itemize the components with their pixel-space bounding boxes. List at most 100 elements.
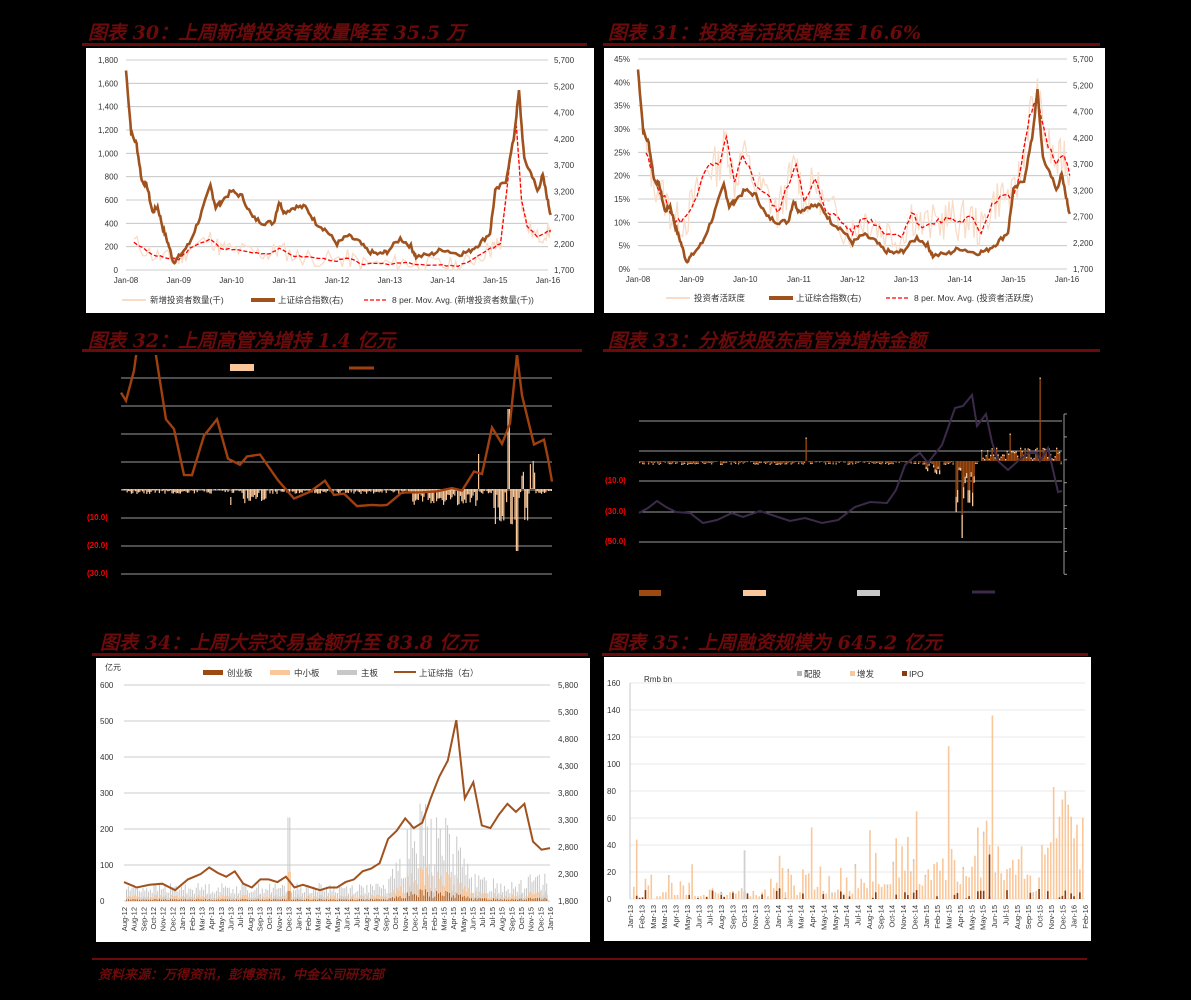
chart30-legend-index: 上证综合指数(右) [278, 295, 343, 305]
svg-text:45%: 45% [614, 55, 630, 64]
svg-text:0: 0 [607, 895, 612, 904]
svg-text:Jul-13: Jul-13 [706, 905, 715, 925]
svg-text:2,300: 2,300 [558, 870, 579, 879]
svg-text:5,700: 5,700 [554, 56, 575, 65]
chart35-legend-rights: 配股 [804, 669, 822, 679]
svg-text:Feb-13: Feb-13 [637, 905, 646, 929]
svg-text:3,200: 3,200 [1073, 186, 1094, 195]
svg-text:0: 0 [100, 897, 105, 906]
svg-text:300: 300 [100, 789, 114, 798]
svg-text:3,800: 3,800 [558, 789, 579, 798]
svg-text:Jan-08: Jan-08 [114, 276, 139, 285]
svg-text:Oct-15: Oct-15 [517, 907, 526, 930]
svg-text:Dec-15: Dec-15 [536, 907, 545, 931]
chart30-legend: 新增投资者数量(千) 上证综合指数(右) 8 per. Mov. Avg. (新… [122, 295, 534, 305]
svg-text:Nov-15: Nov-15 [1047, 905, 1056, 929]
svg-text:5%: 5% [618, 242, 630, 251]
svg-text:Jan-14: Jan-14 [948, 275, 973, 284]
svg-text:Feb-14: Feb-14 [304, 907, 313, 931]
svg-text:Dec-14: Dec-14 [910, 905, 919, 929]
svg-text:100: 100 [607, 760, 621, 769]
svg-text:Jun-14: Jun-14 [343, 907, 352, 930]
chart31-legend-activity: 投资者活跃度 [694, 293, 746, 303]
chart31-title: 图表 31：投资者活跃度降至 16.6% [608, 22, 921, 44]
svg-text:May-13: May-13 [683, 905, 692, 930]
svg-text:May-15: May-15 [979, 905, 988, 930]
svg-text:200: 200 [100, 825, 114, 834]
chart32-title-rule [82, 349, 582, 352]
svg-text:1,000: 1,000 [98, 149, 119, 158]
svg-text:2,200: 2,200 [1073, 239, 1094, 248]
svg-text:Apr-15: Apr-15 [449, 907, 458, 930]
svg-text:May-13: May-13 [217, 907, 226, 932]
svg-text:May-15: May-15 [967, 905, 976, 930]
svg-text:Jan-13: Jan-13 [626, 905, 635, 928]
chart34-title-rule [92, 653, 588, 656]
chart34-legend: 创业板 中小板 主板 上证综指（右） [203, 668, 479, 678]
svg-text:Jun-14: Jun-14 [842, 905, 851, 928]
svg-text:Jan-15: Jan-15 [420, 907, 429, 930]
chart32-ytick-neg20: (20.0) [87, 541, 108, 550]
svg-text:Mar-13: Mar-13 [197, 907, 206, 931]
chart35-legend: 配股 增发 IPO [797, 669, 924, 679]
chart33-legend-swatch-2 [743, 590, 766, 596]
svg-text:Jun-13: Jun-13 [694, 905, 703, 928]
chart32-index-line [119, 326, 554, 508]
svg-text:140: 140 [607, 706, 621, 715]
svg-text:400: 400 [105, 219, 119, 228]
svg-text:Mar-15: Mar-15 [440, 907, 449, 931]
svg-text:4,200: 4,200 [1073, 134, 1094, 143]
svg-text:Aug-14: Aug-14 [372, 907, 381, 931]
chart34-axis-labels: 600 500 400 300 200 100 0 5,800 5,300 4,800 4,300 3… [100, 681, 579, 906]
svg-text:Mar-13: Mar-13 [649, 905, 658, 929]
svg-text:Mar-13: Mar-13 [660, 905, 669, 929]
chart33-ytick-neg50: (50.0) [605, 537, 626, 546]
svg-text:Dec-13: Dec-13 [763, 905, 772, 929]
chart33-index-line [638, 392, 1063, 525]
chart35-svg: Rmb bn 配股 增发 IPO 160 140 120 100 80 60 40 20 0 J… [607, 669, 1090, 930]
svg-text:Nov-14: Nov-14 [401, 907, 410, 931]
chart35-legend-ipo: IPO [909, 669, 924, 679]
svg-text:Aug-14: Aug-14 [362, 907, 371, 931]
chart32-panel: (10.0) (20.0) (30.0) [82, 326, 582, 600]
svg-text:Jun-15: Jun-15 [990, 905, 999, 928]
svg-text:200: 200 [105, 243, 119, 252]
svg-text:Feb-15: Feb-15 [430, 907, 439, 931]
svg-text:120: 120 [607, 733, 621, 742]
svg-text:5,200: 5,200 [554, 82, 575, 91]
svg-text:Dec-13: Dec-13 [285, 907, 294, 931]
chart30-title: 图表 30：上周新增投资者数量降至 35.5 万 [88, 22, 466, 44]
chart30-legend-ma: 8 per. Mov. Avg. (新增投资者数量(千)) [392, 295, 534, 305]
svg-text:Jul-14: Jul-14 [854, 905, 863, 925]
chart35-unit-label: Rmb bn [644, 675, 672, 684]
svg-text:Jan-12: Jan-12 [325, 276, 350, 285]
chart35-financing-bars [633, 715, 1084, 899]
chart30-axis-labels: 1,800 1,600 1,400 1,200 1,000 800 600 400 200 0 5,… [98, 56, 575, 285]
chart32-title: 图表 32：上周高管净增持 1.4 亿元 [88, 330, 396, 352]
svg-text:Jul-15: Jul-15 [488, 907, 497, 927]
svg-text:Jan-14: Jan-14 [430, 276, 455, 285]
svg-text:600: 600 [100, 681, 114, 690]
svg-text:Jan-09: Jan-09 [167, 276, 192, 285]
svg-text:0: 0 [114, 266, 119, 275]
svg-text:400: 400 [100, 753, 114, 762]
svg-text:3,300: 3,300 [558, 816, 579, 825]
chart33-title-rule [603, 349, 1100, 352]
svg-text:Jan-16: Jan-16 [536, 276, 561, 285]
chart34-unit-label: 亿元 [105, 662, 121, 672]
svg-text:1,600: 1,600 [98, 79, 119, 88]
source-note: 资料来源：万得资讯，彭博资讯，中金公司研究部 [98, 968, 385, 983]
svg-text:2,700: 2,700 [1073, 213, 1094, 222]
footer-rule [92, 958, 1087, 960]
chart31-gridlines [638, 58, 1067, 270]
svg-text:5,200: 5,200 [1073, 81, 1094, 90]
svg-text:Nov-15: Nov-15 [527, 907, 536, 931]
chart31-legend-ma: 8 per. Mov. Avg. (投资者活跃度) [914, 293, 1033, 303]
svg-text:30%: 30% [614, 125, 630, 134]
chart34-title: 图表 34：上周大宗交易金额升至 83.8 亿元 [100, 632, 478, 654]
svg-text:Jan-16: Jan-16 [1070, 905, 1079, 928]
svg-text:Sep-14: Sep-14 [876, 905, 885, 929]
chart33-title: 图表 33：分板块股东高管净增持金额 [608, 330, 927, 352]
svg-text:Jan-11: Jan-11 [787, 275, 811, 284]
svg-text:10%: 10% [614, 218, 630, 227]
